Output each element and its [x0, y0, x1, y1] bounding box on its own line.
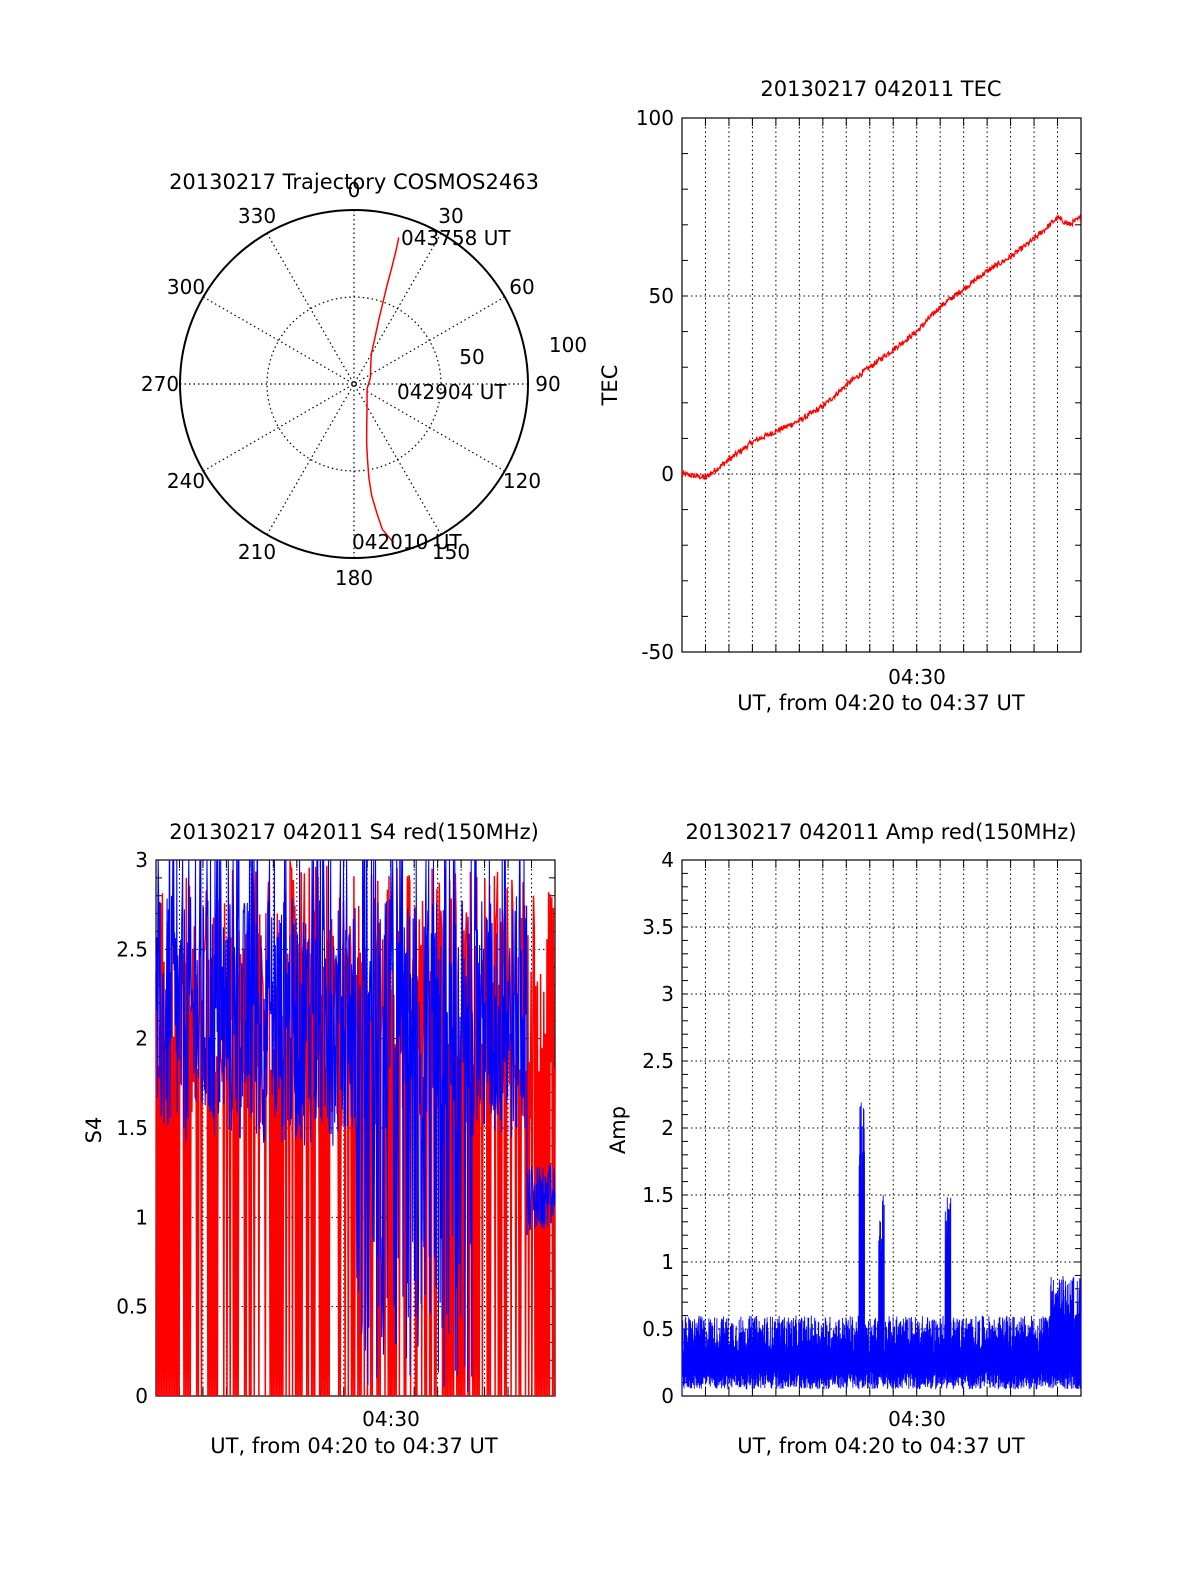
time-label-mid: 042904 UT: [397, 380, 507, 404]
y-tick-label: 0: [661, 462, 674, 486]
polar-azimuth-label-330: 330: [238, 204, 276, 228]
s4-x-axis-label: UT, from 04:20 to 04:37 UT: [210, 1434, 498, 1458]
y-tick-label: 2.5: [116, 937, 148, 961]
y-tick-label: 0.5: [642, 1317, 674, 1341]
y-tick-label: 0: [661, 1384, 674, 1408]
s4-x-tick-0430: 04:30: [362, 1407, 420, 1431]
s4-title: 20130217 042011 S4 red(150MHz): [169, 820, 539, 844]
y-tick-label: -50: [641, 640, 674, 664]
polar-azimuth-label-30: 30: [438, 204, 463, 228]
s4-y-axis-label: S4: [82, 1117, 106, 1144]
polar-azimuth-label-150: 150: [432, 540, 470, 564]
polar-azimuth-label-300: 300: [167, 275, 205, 299]
time-label-start: 042010 UT: [352, 530, 462, 554]
trajectory-polar-chart: 20130217 Trajectory COSMOS2463 0 30 60 90 12…: [141, 170, 587, 590]
y-tick-label: 4: [661, 848, 674, 872]
y-tick-label: 1: [135, 1205, 148, 1229]
polar-azimuth-label-210: 210: [238, 540, 276, 564]
tec-grid: [681, 117, 1082, 653]
y-tick-label: 0: [135, 1384, 148, 1408]
tec-title: 20130217 042011 TEC: [760, 77, 1001, 101]
polar-azimuth-label-90: 90: [535, 372, 560, 396]
tec-x-axis-label: UT, from 04:20 to 04:37 UT: [737, 691, 1025, 715]
y-tick-label: 2.5: [642, 1049, 674, 1073]
amp-chart: 20130217 042011 Amp red(150MHz) 0 0.5 1 1.5…: [606, 820, 1082, 1458]
amp-x-axis-label: UT, from 04:20 to 04:37 UT: [737, 1434, 1025, 1458]
y-tick-label: 3: [135, 848, 148, 872]
y-tick-label: 1: [661, 1250, 674, 1274]
y-tick-label: 3.5: [642, 915, 674, 939]
amp-x-tick-0430: 04:30: [888, 1407, 946, 1431]
y-tick-label: 1.5: [116, 1116, 148, 1140]
amp-y-axis-label: Amp: [606, 1106, 630, 1154]
s4-chart: 20130217 042011 S4 red(150MHz) 0 0.5 1 1.5 2…: [82, 820, 556, 1458]
amp-series-line: [681, 1102, 1082, 1396]
y-tick-label: 50: [649, 284, 674, 308]
polar-radial-tick-100: 100: [549, 333, 587, 357]
plot-frame: [681, 117, 1082, 653]
amp-y-tick-labels: 0 0.5 1 1.5 2 2.5 3 3.5 4: [642, 848, 674, 1408]
tec-y-tick-labels: -50 0 50 100: [636, 106, 674, 664]
y-tick-label: 2: [661, 1116, 674, 1140]
y-tick-label: 100: [636, 106, 674, 130]
polar-grid: [179, 209, 529, 559]
polar-azimuth-label-180: 180: [335, 566, 373, 590]
s4-series-lines: [155, 859, 556, 1397]
y-tick-label: 2: [135, 1027, 148, 1051]
s4-y-tick-labels: 0 0.5 1 1.5 2 2.5 3: [116, 848, 148, 1408]
y-tick-label: 3: [661, 982, 674, 1006]
trajectory-line: [365, 237, 400, 544]
tec-series-line: [681, 213, 1082, 481]
polar-azimuth-label-0: 0: [348, 178, 361, 202]
amp-line: [681, 1102, 1082, 1396]
amp-title: 20130217 042011 Amp red(150MHz): [685, 820, 1076, 844]
plot-frame: [681, 859, 1082, 1397]
tec-line: [681, 213, 1082, 481]
polar-radial-tick-50: 50: [459, 345, 484, 369]
s4-blue-line: [155, 859, 556, 1393]
polar-azimuth-labels: 0 30 60 90 120 150 180 210 240 270 300 330: [141, 178, 561, 590]
polar-azimuth-label-120: 120: [503, 469, 541, 493]
tec-x-tick-0430: 04:30: [888, 665, 946, 689]
trajectory-trace: [365, 237, 400, 544]
y-tick-label: 0.5: [116, 1295, 148, 1319]
polar-azimuth-label-240: 240: [167, 469, 205, 493]
trajectory-title: 20130217 Trajectory COSMOS2463: [169, 170, 539, 194]
polar-azimuth-label-270: 270: [141, 372, 179, 396]
time-label-end: 043758 UT: [401, 226, 511, 250]
tec-y-axis-label: TEC: [598, 365, 622, 407]
y-tick-label: 1.5: [642, 1183, 674, 1207]
polar-azimuth-label-60: 60: [509, 275, 534, 299]
tec-chart: 20130217 042011 TEC -50 0 50 100 04:30 UT, …: [598, 77, 1082, 715]
